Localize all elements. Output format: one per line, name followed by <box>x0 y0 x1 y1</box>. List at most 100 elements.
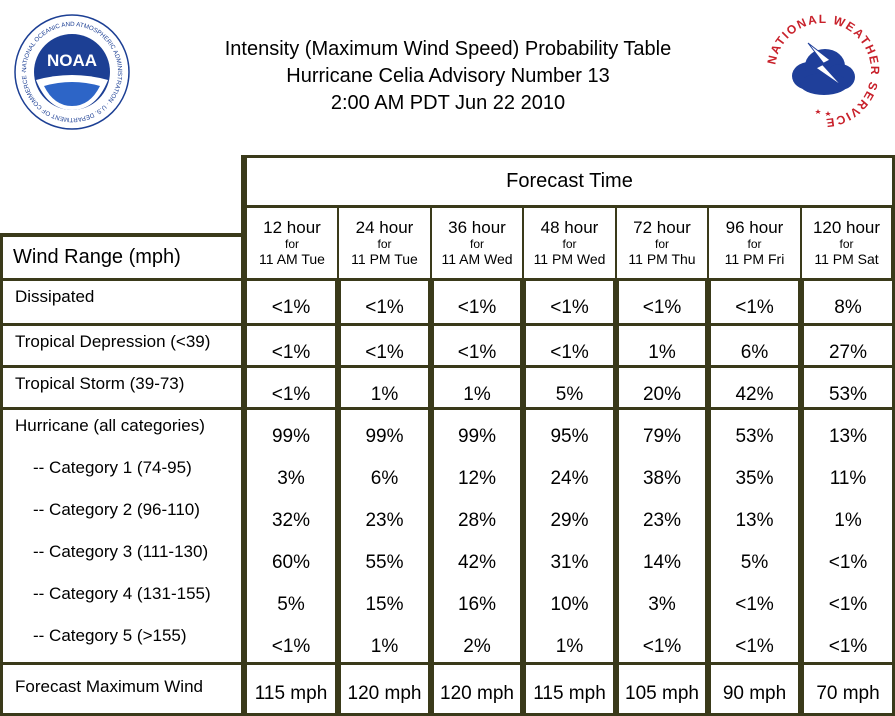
column-hours: 72 hour <box>633 218 691 237</box>
row-value: 105 mph <box>625 683 699 704</box>
row-value: <1% <box>457 342 497 363</box>
row-value: 115 mph <box>254 683 328 704</box>
value-cell <box>434 281 520 323</box>
row-value: 5% <box>277 594 305 615</box>
row-label: -- Category 5 (>155) <box>33 626 187 645</box>
row-value: 5% <box>740 552 769 573</box>
value-cell <box>341 326 428 365</box>
column-when: 11 PM Wed <box>533 251 606 267</box>
column-when: 11 PM Sat <box>814 251 879 267</box>
row-value: 1% <box>648 342 676 363</box>
column-when: 11 PM Tue <box>351 251 418 267</box>
row-value: 27% <box>828 342 868 363</box>
row-value: 31% <box>550 552 589 573</box>
value-cell <box>619 326 705 365</box>
value-cell <box>341 368 428 407</box>
title-block: Intensity (Maximum Wind Speed) Probabili… <box>160 36 736 117</box>
value-cell <box>341 281 428 323</box>
row-value: 3% <box>277 468 305 489</box>
value-cell <box>711 368 798 407</box>
table-row: Tropical Storm (39-73) <1% 1% 1% 5% 20% 42% 53% <box>0 368 895 407</box>
column-hours: 120 hour <box>812 218 881 237</box>
row-value: 55% <box>365 552 404 573</box>
title-line-2: Hurricane Celia Advisory Number 13 <box>286 65 610 87</box>
row-value: 99% <box>271 426 311 447</box>
column-hours: 96 hour <box>725 218 784 237</box>
row-value: 28% <box>457 510 497 531</box>
row-value: 53% <box>828 384 868 405</box>
value-cell <box>526 281 613 323</box>
value-cell <box>247 410 335 662</box>
row-value: 53% <box>735 426 774 447</box>
value-cell <box>247 281 335 323</box>
title-line-3: 2:00 AM PDT Jun 22 2010 <box>330 92 566 114</box>
column-header: 24 hour for 11 PM Tue <box>339 208 430 278</box>
value-cell <box>434 410 520 662</box>
row-value: 23% <box>642 510 682 531</box>
value-cell <box>804 326 892 365</box>
row-value: 79% <box>642 426 682 447</box>
forecast-time-header: Forecast Time <box>247 158 892 205</box>
row-value: 35% <box>735 468 774 489</box>
row-label-cell <box>3 665 241 713</box>
row-value: 95% <box>550 426 589 447</box>
value-cell <box>247 368 335 407</box>
table-row: -- Category 2 (96-110) 32% 23% 28% 29% 23% 13%… <box>0 494 895 536</box>
value-cell <box>711 326 798 365</box>
row-value: 90 mph <box>722 683 787 704</box>
table-row: -- Category 1 (74-95) 3% 6% 12% 24% 38% 35% 11% <box>0 452 895 494</box>
row-label-cell <box>3 368 241 407</box>
row-value: <1% <box>735 297 774 318</box>
value-cell <box>247 326 335 365</box>
row-value: <1% <box>457 297 497 318</box>
wind-range-header: Wind Range (mph) <box>3 237 241 278</box>
value-cell <box>711 281 798 323</box>
column-for: for <box>839 237 854 251</box>
row-value: 11% <box>829 468 867 489</box>
row-value: 115 mph <box>533 683 606 704</box>
row-value: <1% <box>735 636 774 657</box>
row-value: 1% <box>834 510 862 531</box>
row-value: <1% <box>550 342 589 363</box>
row-value: 42% <box>457 552 497 573</box>
row-value: 60% <box>271 552 311 573</box>
row-value: <1% <box>271 636 311 657</box>
value-cell <box>804 368 892 407</box>
row-value: <1% <box>735 594 774 615</box>
value-cell <box>711 410 798 662</box>
row-value: <1% <box>271 384 311 405</box>
row-label-cell <box>3 326 241 365</box>
row-label: Hurricane (all categories) <box>15 416 205 435</box>
row-value: 13% <box>828 426 868 447</box>
row-value: 15% <box>365 594 404 615</box>
row-value: 38% <box>642 468 682 489</box>
row-label: -- Category 3 (111-130) <box>33 542 209 561</box>
column-header: 96 hour for 11 PM Fri <box>709 208 800 278</box>
value-cell <box>619 281 705 323</box>
column-for: for <box>747 237 762 251</box>
column-header: 48 hour for 11 PM Wed <box>524 208 615 278</box>
row-value: 2% <box>463 636 491 657</box>
column-hours: 12 hour <box>263 218 321 237</box>
noaa-logo-text: NOAA <box>47 51 97 70</box>
row-value: 1% <box>463 384 491 405</box>
row-label: -- Category 2 (96-110) <box>33 500 200 519</box>
value-cell <box>619 368 705 407</box>
title-line-1: Intensity (Maximum Wind Speed) Probabili… <box>224 38 672 60</box>
row-value: <1% <box>642 297 682 318</box>
row-value: <1% <box>365 297 404 318</box>
column-when: 11 PM Thu <box>628 251 696 267</box>
column-when: 11 AM Wed <box>441 251 513 267</box>
row-value: <1% <box>271 297 311 318</box>
row-value: 24% <box>550 468 589 489</box>
row-value: 23% <box>365 510 404 531</box>
table-row: Dissipated <1% <1% <1% <1% <1% <1% 8% <box>0 281 895 323</box>
table-row: -- Category 3 (111-130) 60% 55% 42% 31% 14% 5%… <box>0 536 895 578</box>
row-value: 70 mph <box>816 683 880 704</box>
row-value: 14% <box>642 552 682 573</box>
value-cell <box>526 665 613 713</box>
nws-logo-icon: NATIONAL WEATHER SERVICE <box>764 12 880 130</box>
value-cell <box>526 368 613 407</box>
row-value: 1% <box>370 384 399 405</box>
value-cell <box>804 410 892 662</box>
